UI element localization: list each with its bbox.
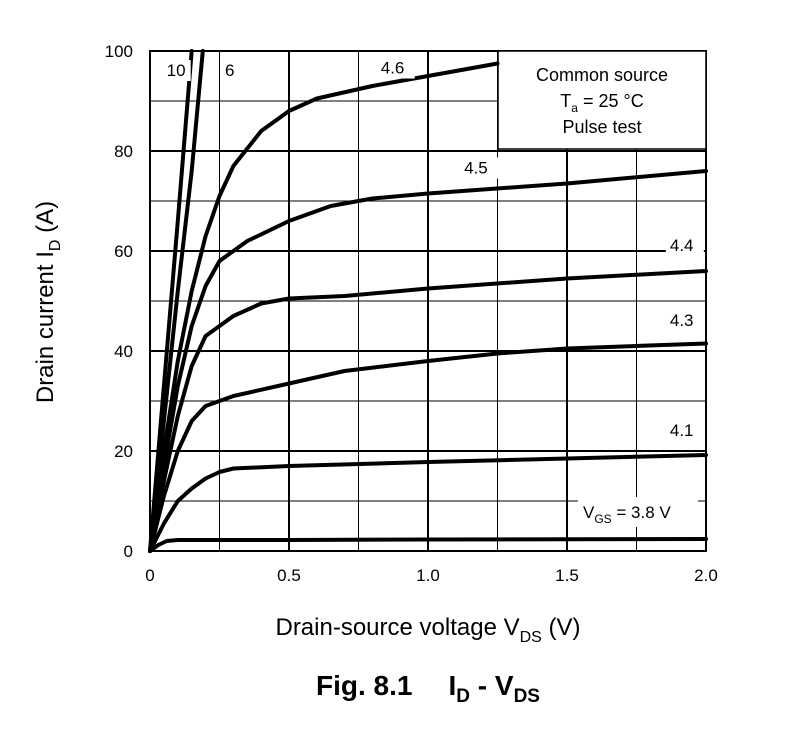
curve-label-vgs-4-3: 4.3: [670, 311, 694, 330]
curve-vgs-6: [148, 49, 205, 553]
y-tick-label: 40: [114, 342, 133, 361]
curve-vgs-4-3: [148, 341, 708, 553]
curve-vgs-4-4: [148, 269, 708, 553]
curve-label-bg: [162, 60, 191, 81]
curve-vgs-3-8: [148, 537, 708, 553]
curves: 10 6 4.6 4.5 4.4 4.3 4.1: [148, 49, 708, 553]
y-tick-label: 20: [114, 442, 133, 461]
x-tick-label: 0.5: [277, 566, 301, 585]
y-tick-label: 80: [114, 142, 133, 161]
vgs-label: VGS = 3.8 V: [583, 503, 671, 526]
annotation-box: [497, 50, 707, 150]
annotation-line-3: Pulse test: [562, 117, 641, 137]
curve-label-bg: [665, 310, 704, 331]
x-axis-title: Drain-source voltage VDS (V): [275, 614, 580, 646]
x-tick-label: 1.5: [555, 566, 579, 585]
curve-label-bg: [221, 60, 240, 81]
annotation-line-1: Common source: [536, 65, 668, 85]
plot-frame: [149, 50, 707, 552]
curve-vgs-4-1: [148, 453, 708, 553]
curve-label-vgs-6: 6: [225, 61, 234, 80]
x-tick-label: 1.0: [416, 566, 440, 585]
curve-label-vgs-4-1: 4.1: [670, 421, 694, 440]
curve-vgs-4-5: [148, 169, 708, 553]
vgs-label-bg: [578, 497, 698, 527]
annotation-line-2: Ta = 25 °C: [560, 91, 643, 115]
y-tick-label: 60: [114, 242, 133, 261]
curve-label-vgs-4-4: 4.4: [670, 236, 694, 255]
x-tick-label: 0: [145, 566, 154, 585]
y-tick-label: 100: [105, 42, 133, 61]
figure-caption: Fig. 8.1 ID - VDS: [316, 670, 540, 707]
curve-label-bg: [665, 235, 704, 256]
x-tick-label: 2.0: [694, 566, 718, 585]
curve-label-vgs-10: 10: [167, 61, 186, 80]
curve-label-bg: [460, 157, 499, 179]
curve-label-bg: [376, 57, 415, 79]
curve-label-vgs-4-6: 4.6: [381, 59, 405, 78]
y-axis-title: Drain current ID (A): [32, 201, 64, 403]
curve-label-vgs-4-5: 4.5: [464, 159, 488, 178]
tick-labels: 0 0.5 1.0 1.5 2.0 0 20 40 60 80 100: [105, 42, 718, 585]
curve-label-bg: [665, 420, 704, 441]
curve-vgs-4-6: [148, 61, 500, 553]
y-tick-label: 0: [124, 542, 133, 561]
